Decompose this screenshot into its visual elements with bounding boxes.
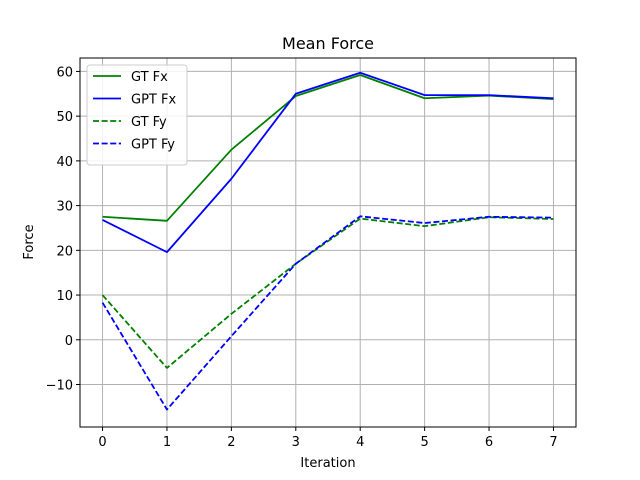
x-tick-label: 0	[98, 435, 106, 450]
y-tick-label: 0	[65, 334, 73, 349]
plot-frame	[79, 57, 577, 428]
legend-label-gpt-fy: GPT Fy	[131, 138, 175, 153]
tick-layer: 0 1 2 3 4 5 6 7 −10 0 10 20 30 40 50 60	[46, 65, 558, 450]
series-line-gpt-fx	[102, 71, 554, 254]
legend: GT Fx GPT Fx GT Fy GPT Fy	[86, 64, 188, 166]
chart-title: Mean Force	[282, 34, 374, 53]
x-tick-label: 1	[163, 435, 171, 450]
y-tick-label: 40	[56, 155, 73, 170]
y-tick-label: 50	[56, 110, 73, 125]
y-tick-label: 60	[56, 65, 73, 80]
legend-box	[86, 64, 188, 166]
x-tick-label: 4	[356, 435, 364, 450]
series-line-gpt-fy	[101, 215, 554, 411]
x-tick-label: 5	[420, 435, 428, 450]
x-tick-label: 2	[227, 435, 235, 450]
y-tick-label: 10	[56, 289, 73, 304]
grid-layer	[80, 58, 576, 427]
legend-label-gpt-fx: GPT Fx	[131, 93, 176, 108]
x-axis-title: Iteration	[300, 456, 355, 471]
y-tick-label: −10	[46, 379, 73, 394]
x-tick-label: 6	[485, 435, 493, 450]
legend-label-gt-fy: GT Fy	[131, 115, 167, 130]
y-tick-label: 30	[56, 200, 73, 215]
x-tick-label: 7	[549, 435, 557, 450]
y-axis-title: Force	[22, 224, 37, 259]
legend-label-gt-fx: GT Fx	[131, 70, 168, 85]
x-tick-label: 3	[292, 435, 300, 450]
y-tick-label: 20	[56, 244, 73, 259]
series-layer	[101, 71, 554, 411]
